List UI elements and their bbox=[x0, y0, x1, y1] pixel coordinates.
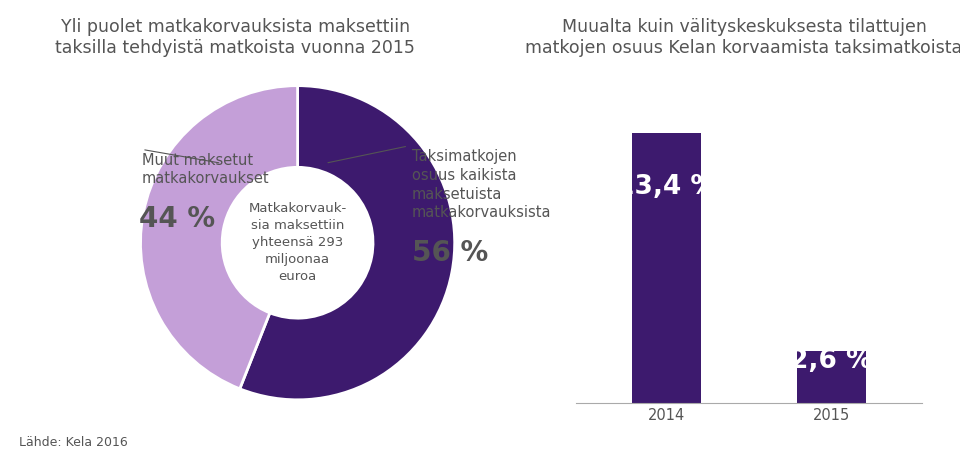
Text: Lähde: Kela 2016: Lähde: Kela 2016 bbox=[19, 436, 128, 449]
Wedge shape bbox=[240, 86, 455, 400]
Wedge shape bbox=[140, 86, 298, 389]
Bar bbox=[632, 133, 701, 403]
Text: 44 %: 44 % bbox=[138, 205, 215, 233]
Text: Matkakorvauk-
sia maksettiin
yhteensä 293
miljoonaa
euroa: Matkakorvauk- sia maksettiin yhteensä 29… bbox=[249, 202, 347, 283]
Text: Taksimatkojen
osuus kaikista
maksetuista
matkakorvauksista: Taksimatkojen osuus kaikista maksetuista… bbox=[412, 149, 551, 220]
Bar bbox=[797, 350, 866, 403]
Text: 56 %: 56 % bbox=[412, 239, 488, 267]
Text: 2,6 %: 2,6 % bbox=[790, 348, 873, 374]
Text: Muut maksetut
matkakorvaukset: Muut maksetut matkakorvaukset bbox=[142, 153, 270, 186]
Text: Yli puolet matkakorvauksista maksettiin
taksilla tehdyistä matkoista vuonna 2015: Yli puolet matkakorvauksista maksettiin … bbox=[56, 18, 415, 57]
Text: 13,4 %: 13,4 % bbox=[616, 174, 717, 200]
Text: Muualta kuin välityskeskuksesta tilattujen
matkojen osuus Kelan korvaamista taks: Muualta kuin välityskeskuksesta tilattuj… bbox=[525, 18, 960, 57]
